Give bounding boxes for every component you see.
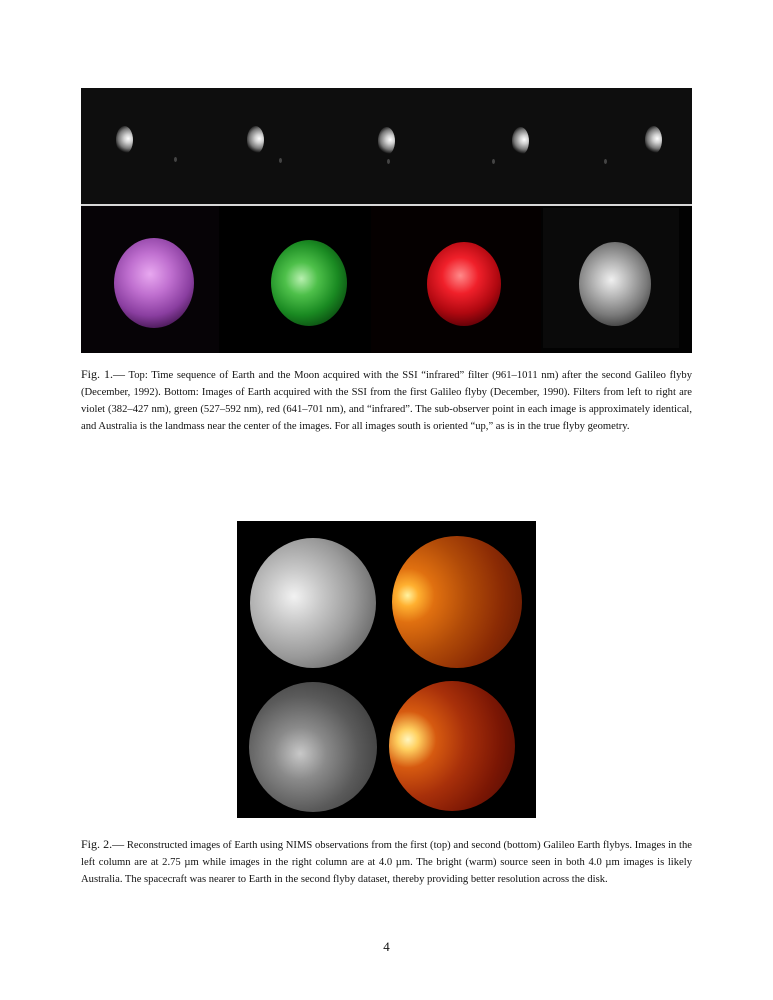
green-frame [219,206,371,353]
earth-crescent [247,126,264,154]
figure-1-label: Fig. 1.— [81,367,126,381]
earth-crescent [512,127,529,155]
earth-crescent [378,127,395,155]
sequence-frame-1 [81,88,203,204]
figure-2-caption-text: Reconstructed images of Earth using NIMS… [81,840,692,885]
panel-divider [81,204,692,206]
moon-dot [279,158,282,163]
sequence-frame-4 [447,88,569,204]
figure-1-caption: Fig. 1.— Top: Time sequence of Earth and… [81,366,692,435]
moon-dot [604,159,607,164]
earth-moon-time-sequence [81,88,692,204]
red-frame [371,206,541,353]
sequence-frame-3 [325,88,447,204]
earth-filter-images [81,206,692,353]
moon-dot [387,159,390,164]
infrared-frame [543,208,679,348]
figure-2-label: Fig. 2.— [81,837,125,851]
sequence-frame-2 [203,88,325,204]
page-number: 4 [383,939,390,954]
figure-1-caption-text: Top: Time sequence of Earth and the Moon… [81,370,692,432]
earth-violet-filter [114,238,194,328]
nims-flyby2-2-75um [249,682,377,812]
sequence-frame-5 [569,88,691,204]
earth-crescent [116,126,133,154]
moon-dot [492,159,495,164]
earth-red-filter [427,242,501,326]
nims-flyby2-4-0um [389,681,515,811]
figure-2-caption: Fig. 2.— Reconstructed images of Earth u… [81,836,692,888]
figure-2-image [237,521,536,818]
earth-infrared-filter [579,242,651,326]
earth-crescent [645,126,662,154]
nims-flyby1-2-75um [250,538,376,668]
nims-flyby1-4-0um [392,536,522,668]
moon-dot [174,157,177,162]
violet-frame [81,206,219,353]
earth-green-filter [271,240,347,326]
figure-1-image [81,88,692,353]
